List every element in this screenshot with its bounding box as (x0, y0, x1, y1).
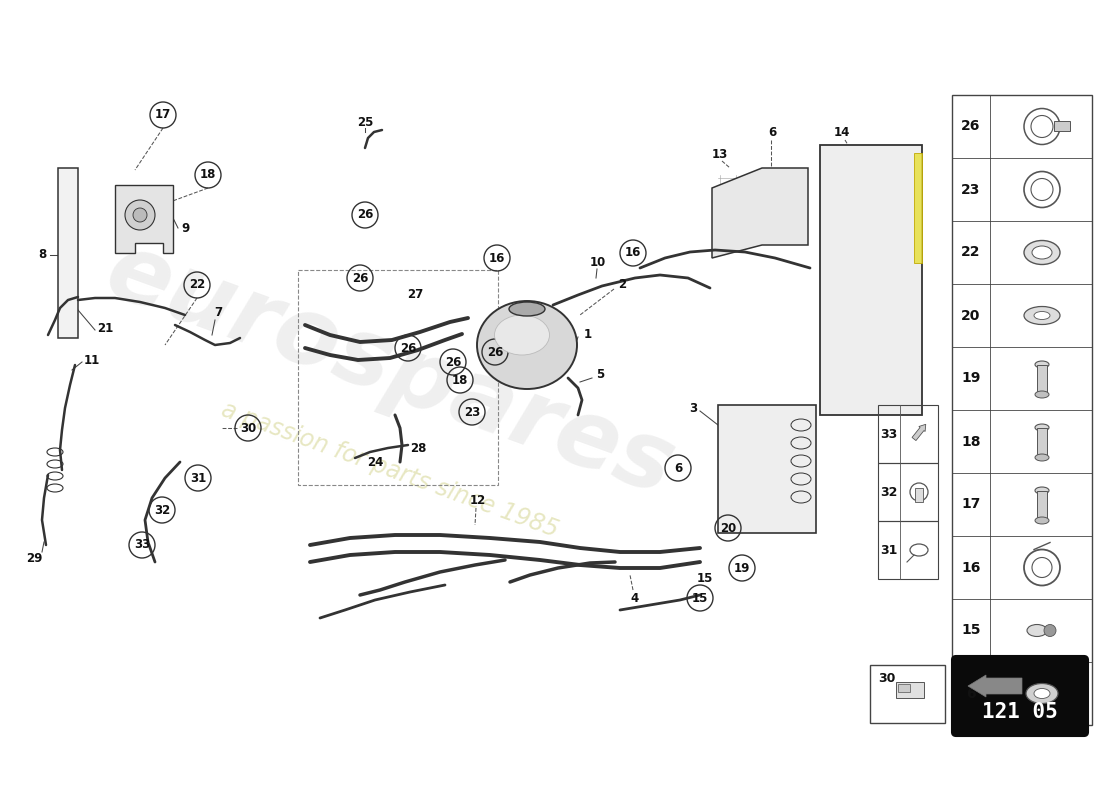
Text: 32: 32 (154, 503, 170, 517)
Text: eurospares: eurospares (94, 225, 686, 515)
Text: 6: 6 (674, 462, 682, 474)
Text: 26: 26 (356, 209, 373, 222)
Text: 15: 15 (692, 591, 708, 605)
Text: 17: 17 (961, 498, 981, 511)
Text: 3: 3 (689, 402, 697, 414)
Text: 15: 15 (696, 571, 713, 585)
Circle shape (125, 200, 155, 230)
Text: 29: 29 (25, 551, 42, 565)
Text: 5: 5 (596, 369, 604, 382)
Ellipse shape (1034, 689, 1050, 698)
Ellipse shape (1035, 487, 1049, 494)
Text: 31: 31 (880, 543, 898, 557)
Ellipse shape (1027, 625, 1047, 637)
Text: 4: 4 (631, 591, 639, 605)
FancyBboxPatch shape (952, 656, 1088, 736)
Text: 26: 26 (961, 119, 981, 134)
Ellipse shape (1035, 424, 1049, 431)
Text: 11: 11 (84, 354, 100, 366)
Bar (820, 145, 922, 415)
Bar (1037, 365, 1047, 394)
FancyArrow shape (912, 424, 926, 441)
Ellipse shape (1035, 391, 1049, 398)
Text: 6: 6 (768, 126, 777, 138)
Ellipse shape (509, 302, 544, 316)
Bar (952, 95, 1092, 725)
Text: 2: 2 (618, 278, 626, 291)
Text: 26: 26 (352, 271, 368, 285)
Text: 16: 16 (961, 561, 981, 574)
Bar (878, 463, 938, 521)
Text: 28: 28 (410, 442, 426, 454)
Text: 30: 30 (878, 671, 895, 685)
Text: 16: 16 (488, 251, 505, 265)
Text: 22: 22 (189, 278, 205, 291)
Ellipse shape (1035, 517, 1049, 524)
Text: 19: 19 (734, 562, 750, 574)
Bar (898, 684, 910, 692)
Text: 17: 17 (155, 109, 172, 122)
Text: 27: 27 (407, 289, 424, 302)
Bar (718, 405, 816, 533)
Text: 20: 20 (961, 309, 981, 322)
Text: 14: 14 (834, 126, 850, 139)
Circle shape (1044, 625, 1056, 637)
Text: 18: 18 (452, 374, 469, 386)
Text: 33: 33 (134, 538, 150, 551)
Text: 22: 22 (961, 246, 981, 259)
Bar (1037, 427, 1047, 458)
Text: 23: 23 (464, 406, 480, 418)
Bar (896, 682, 924, 698)
Text: 19: 19 (961, 371, 981, 386)
Ellipse shape (1035, 454, 1049, 461)
FancyArrow shape (968, 675, 1022, 697)
Text: 12: 12 (470, 494, 486, 506)
Text: a passion for parts since 1985: a passion for parts since 1985 (218, 398, 562, 542)
Text: 33: 33 (880, 427, 898, 441)
Bar (914, 153, 922, 263)
Text: 9: 9 (180, 222, 189, 234)
Text: 15: 15 (961, 623, 981, 638)
Text: 13: 13 (712, 149, 728, 162)
Text: 121 05: 121 05 (982, 702, 1058, 722)
Bar (1054, 121, 1070, 130)
Text: 26: 26 (399, 342, 416, 354)
Text: 26: 26 (444, 355, 461, 369)
Bar (58, 168, 78, 338)
Text: 16: 16 (625, 246, 641, 259)
Text: 30: 30 (240, 422, 256, 434)
Circle shape (133, 208, 147, 222)
Text: 1: 1 (584, 329, 592, 342)
Ellipse shape (1032, 246, 1052, 259)
Bar (870, 665, 945, 723)
Bar (1037, 490, 1047, 521)
Text: 20: 20 (719, 522, 736, 534)
Text: 6: 6 (966, 686, 976, 701)
Text: 25: 25 (356, 115, 373, 129)
Text: 21: 21 (97, 322, 113, 334)
Text: 8: 8 (37, 249, 46, 262)
Text: 26: 26 (487, 346, 503, 358)
Text: 31: 31 (190, 471, 206, 485)
Text: 7: 7 (213, 306, 222, 318)
Text: 10: 10 (590, 255, 606, 269)
Text: 24: 24 (366, 455, 383, 469)
Ellipse shape (1024, 306, 1060, 325)
Polygon shape (116, 185, 173, 253)
Ellipse shape (1026, 683, 1058, 703)
Ellipse shape (1024, 241, 1060, 265)
Bar (878, 521, 938, 579)
Ellipse shape (495, 315, 550, 355)
Text: 18: 18 (961, 434, 981, 449)
Text: 32: 32 (880, 486, 898, 498)
Text: 23: 23 (961, 182, 981, 197)
Polygon shape (712, 168, 808, 258)
Ellipse shape (1034, 311, 1050, 319)
Ellipse shape (477, 301, 578, 389)
Bar (878, 405, 938, 463)
Ellipse shape (1035, 361, 1049, 368)
Text: 18: 18 (200, 169, 217, 182)
Bar (915, 488, 923, 502)
